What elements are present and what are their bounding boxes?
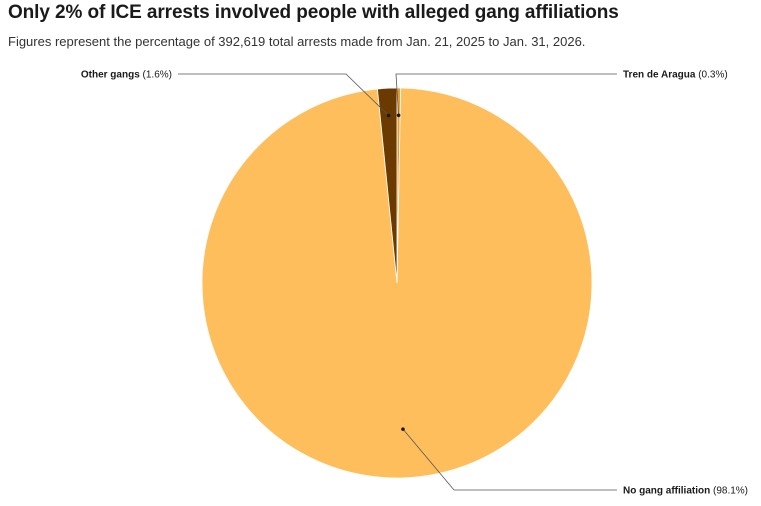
slice-label-name: No gang affiliation xyxy=(623,486,710,497)
chart-title: Only 2% of ICE arrests involved people w… xyxy=(8,2,619,23)
slice-label-value: (1.6%) xyxy=(140,70,172,81)
leader-line-tren-de-aragua xyxy=(395,73,617,116)
slice-label-name: Tren de Aragua xyxy=(623,70,696,81)
leader-line-other-gangs xyxy=(178,73,389,116)
slice-label-value: (98.1%) xyxy=(710,486,748,497)
slice-label-other-gangs: Other gangs (1.6%) xyxy=(81,70,172,81)
leader-dot-other-gangs xyxy=(386,113,391,118)
leader-dot-no-gang-affiliation xyxy=(401,427,405,431)
chart-subtitle: Figures represent the percentage of 392,… xyxy=(8,34,586,49)
slice-label-no-gang-affiliation: No gang affiliation (98.1%) xyxy=(623,486,748,497)
leader-dot-tren-de-aragua xyxy=(396,113,401,118)
pie-slices xyxy=(201,87,593,479)
slice-label-name: Other gangs xyxy=(81,70,140,81)
slice-label-value: (0.3%) xyxy=(695,70,727,81)
leader-line-no-gang-affiliation xyxy=(402,428,617,491)
slice-label-tren-de-aragua: Tren de Aragua (0.3%) xyxy=(623,70,728,81)
slice-labels: Tren de Aragua (0.3%) No gang affiliation… xyxy=(81,70,748,497)
